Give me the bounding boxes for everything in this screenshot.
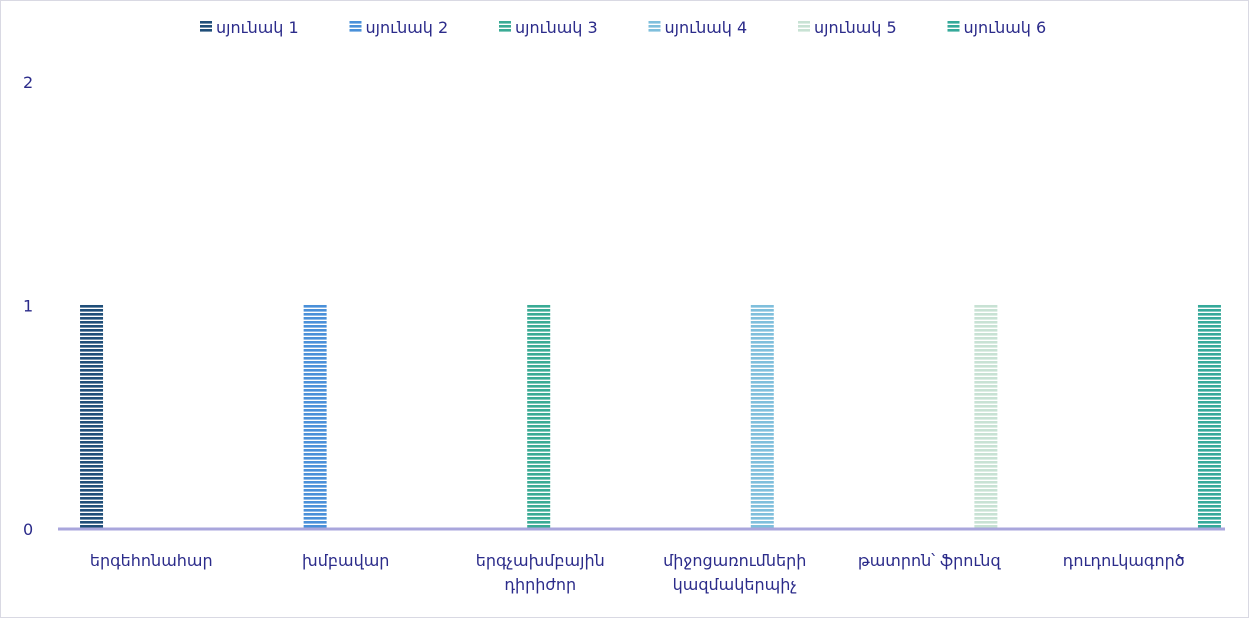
legend-label: սյունակ 2 (366, 18, 449, 37)
legend-item: սյունակ 2 (349, 18, 449, 37)
legend-swatch (349, 21, 362, 33)
y-tick-label: 0 (23, 520, 33, 539)
legend-label: սյունակ 6 (964, 18, 1047, 37)
bar (974, 304, 998, 528)
y-tick-label: 2 (23, 73, 33, 92)
x-tick-label: խմբավար (302, 551, 389, 570)
bar (1197, 304, 1221, 528)
legend-swatch (200, 21, 212, 33)
category-labels: երգեհոնահար խմբավար երգչախմբային դիրիժոր միջ… (90, 551, 1185, 594)
y-axis-ticks: 0 1 2 (23, 73, 33, 539)
legend-item: սյունակ 5 (798, 18, 897, 37)
legend-label: սյունակ 1 (216, 18, 299, 37)
legend-item: սյունակ 3 (499, 18, 598, 37)
bar (750, 304, 774, 528)
legend-swatch (798, 21, 810, 33)
x-tick-label: դուդուկագործ (1063, 551, 1185, 570)
x-tick-label: թատրոն՝ ֆրունզ (858, 551, 1002, 570)
bar (80, 304, 104, 528)
x-tick-label: երգեհոնահար (90, 551, 213, 570)
legend-item: սյունակ 6 (947, 18, 1047, 37)
legend-swatch (499, 21, 511, 33)
bars (80, 304, 1221, 528)
x-tick-label: միջոցառումների կազմակերպիչ (663, 551, 806, 594)
legend-item: սյունակ 1 (200, 18, 299, 37)
bar (527, 304, 551, 528)
legend-item: սյունակ 4 (648, 18, 748, 37)
legend-label: սյունակ 3 (515, 18, 598, 37)
legend-swatch (947, 21, 960, 33)
bar (303, 304, 327, 528)
x-tick-label: երգչախմբային դիրիժոր (476, 551, 605, 594)
y-tick-label: 1 (23, 297, 33, 316)
legend-swatch (648, 21, 661, 33)
legend-label: սյունակ 4 (665, 18, 748, 37)
legend-label: սյունակ 5 (814, 18, 897, 37)
legend: սյունակ 1 սյունակ 2 սյունակ 3 սյունակ 4 սյու… (200, 18, 1046, 37)
